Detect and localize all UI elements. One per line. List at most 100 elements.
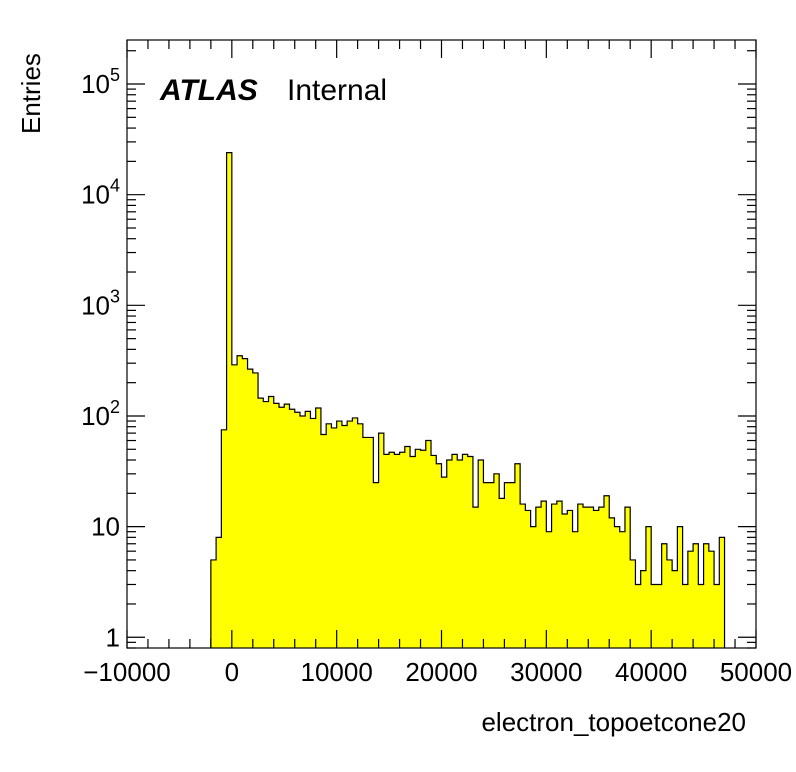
histogram-bar: [305, 411, 311, 648]
histogram-bar: [708, 551, 715, 648]
histogram-bar: [299, 415, 306, 648]
histogram-bar: [336, 421, 343, 648]
histogram-bar: [630, 559, 636, 648]
histogram-bar: [693, 543, 699, 648]
histogram-bar: [703, 543, 710, 648]
histogram-bar: [562, 514, 568, 648]
histogram-bar: [483, 482, 490, 648]
y-tick-label: 10: [91, 512, 120, 542]
y-tick-label: 104: [81, 176, 120, 210]
histogram-bar: [373, 482, 379, 648]
histogram-bar: [357, 423, 364, 648]
x-tick-label: 20000: [405, 657, 477, 687]
histogram-bar: [252, 372, 259, 648]
histogram-bar: [541, 501, 547, 648]
histogram-bar: [258, 398, 264, 648]
histogram-bar: [556, 501, 563, 648]
y-tick-label: 103: [81, 286, 120, 320]
y-tick-label: 105: [81, 65, 120, 99]
x-tick-label: 30000: [510, 657, 582, 687]
histogram-bar: [231, 364, 238, 648]
histogram-bar: [488, 482, 495, 648]
histogram-bar: [619, 531, 626, 648]
histogram-bar: [341, 425, 348, 648]
histogram-bar: [362, 437, 369, 648]
x-tick-label: 10000: [301, 657, 373, 687]
histogram-bar: [551, 504, 558, 648]
histogram-bar: [378, 433, 385, 648]
y-tick-labels: 1 10 102 103 104 105: [81, 65, 120, 652]
histogram-bar: [242, 358, 248, 648]
histogram-bar: [525, 510, 532, 648]
histogram-bar: [310, 418, 317, 648]
histogram-bars: [210, 152, 725, 649]
histogram-bar: [478, 460, 484, 648]
histogram-bar: [614, 526, 621, 648]
histogram-bar: [645, 526, 652, 648]
histogram-bar: [237, 355, 243, 648]
histogram-bar: [284, 404, 290, 648]
histogram-bar: [347, 421, 353, 648]
histogram-bar: [577, 504, 584, 648]
histogram-bar: [520, 504, 526, 648]
histogram-bar: [210, 559, 217, 648]
y-tick-label: 1: [106, 622, 120, 652]
histogram-bar: [640, 570, 647, 648]
histogram-bar: [315, 408, 322, 648]
histogram-bar: [572, 531, 579, 648]
axis-ticks: [126, 40, 757, 649]
histogram-bar: [687, 551, 694, 648]
histogram-outline: [210, 152, 726, 648]
histogram-bar: [598, 507, 605, 648]
histogram-bar: [635, 584, 642, 648]
histogram-bar: [446, 460, 453, 648]
histogram-bar: [404, 446, 411, 648]
histogram-bar: [415, 449, 421, 648]
histogram-bar: [546, 531, 552, 648]
histogram-bar: [567, 510, 573, 648]
histogram-bar: [441, 477, 448, 648]
atlas-status: Internal: [287, 74, 387, 107]
histogram-bar: [698, 584, 704, 648]
histogram-bar: [682, 584, 689, 648]
atlas-label: ATLAS: [159, 74, 258, 107]
x-tick-labels: −10000 0 10000 20000 30000 40000 50000: [83, 657, 792, 687]
histogram-bar: [425, 440, 432, 648]
histogram-bar: [268, 396, 275, 648]
histogram-bar: [331, 427, 338, 648]
histogram-bar: [467, 456, 474, 648]
histogram-bar: [320, 434, 327, 648]
histogram-bar: [221, 429, 227, 648]
histogram-bar: [420, 450, 427, 648]
x-tick-label: 40000: [615, 657, 687, 687]
x-tick-label: −10000: [83, 657, 170, 687]
histogram-bar: [352, 417, 359, 648]
histogram-bar: [514, 463, 521, 648]
histogram-bar: [436, 463, 442, 648]
x-axis-title: electron_topoetcone20: [481, 707, 746, 737]
histogram-bar: [661, 543, 668, 648]
histogram-bar: [279, 407, 285, 648]
histogram-bar: [651, 584, 657, 648]
histogram-bar: [472, 507, 479, 648]
histogram-bar: [504, 482, 511, 648]
histogram-bar: [457, 460, 463, 648]
histogram-bar: [289, 409, 296, 648]
histogram-bar: [462, 454, 469, 648]
x-tick-label: 50000: [720, 657, 792, 687]
histogram-bar: [499, 498, 505, 648]
histogram-bar: [216, 537, 222, 648]
histogram-bar: [603, 495, 610, 648]
histogram-bar: [535, 507, 542, 648]
histogram-bar: [609, 517, 615, 648]
histogram-bar: [624, 507, 631, 648]
histogram-bar: [666, 559, 673, 648]
y-tick-label: 102: [81, 397, 120, 431]
histogram-bar: [451, 454, 458, 648]
histogram-bar: [399, 452, 406, 648]
histogram-bar: [714, 584, 720, 648]
histogram-bar: [389, 452, 395, 648]
histogram-bar: [431, 455, 437, 648]
histogram-bar: [719, 537, 725, 648]
